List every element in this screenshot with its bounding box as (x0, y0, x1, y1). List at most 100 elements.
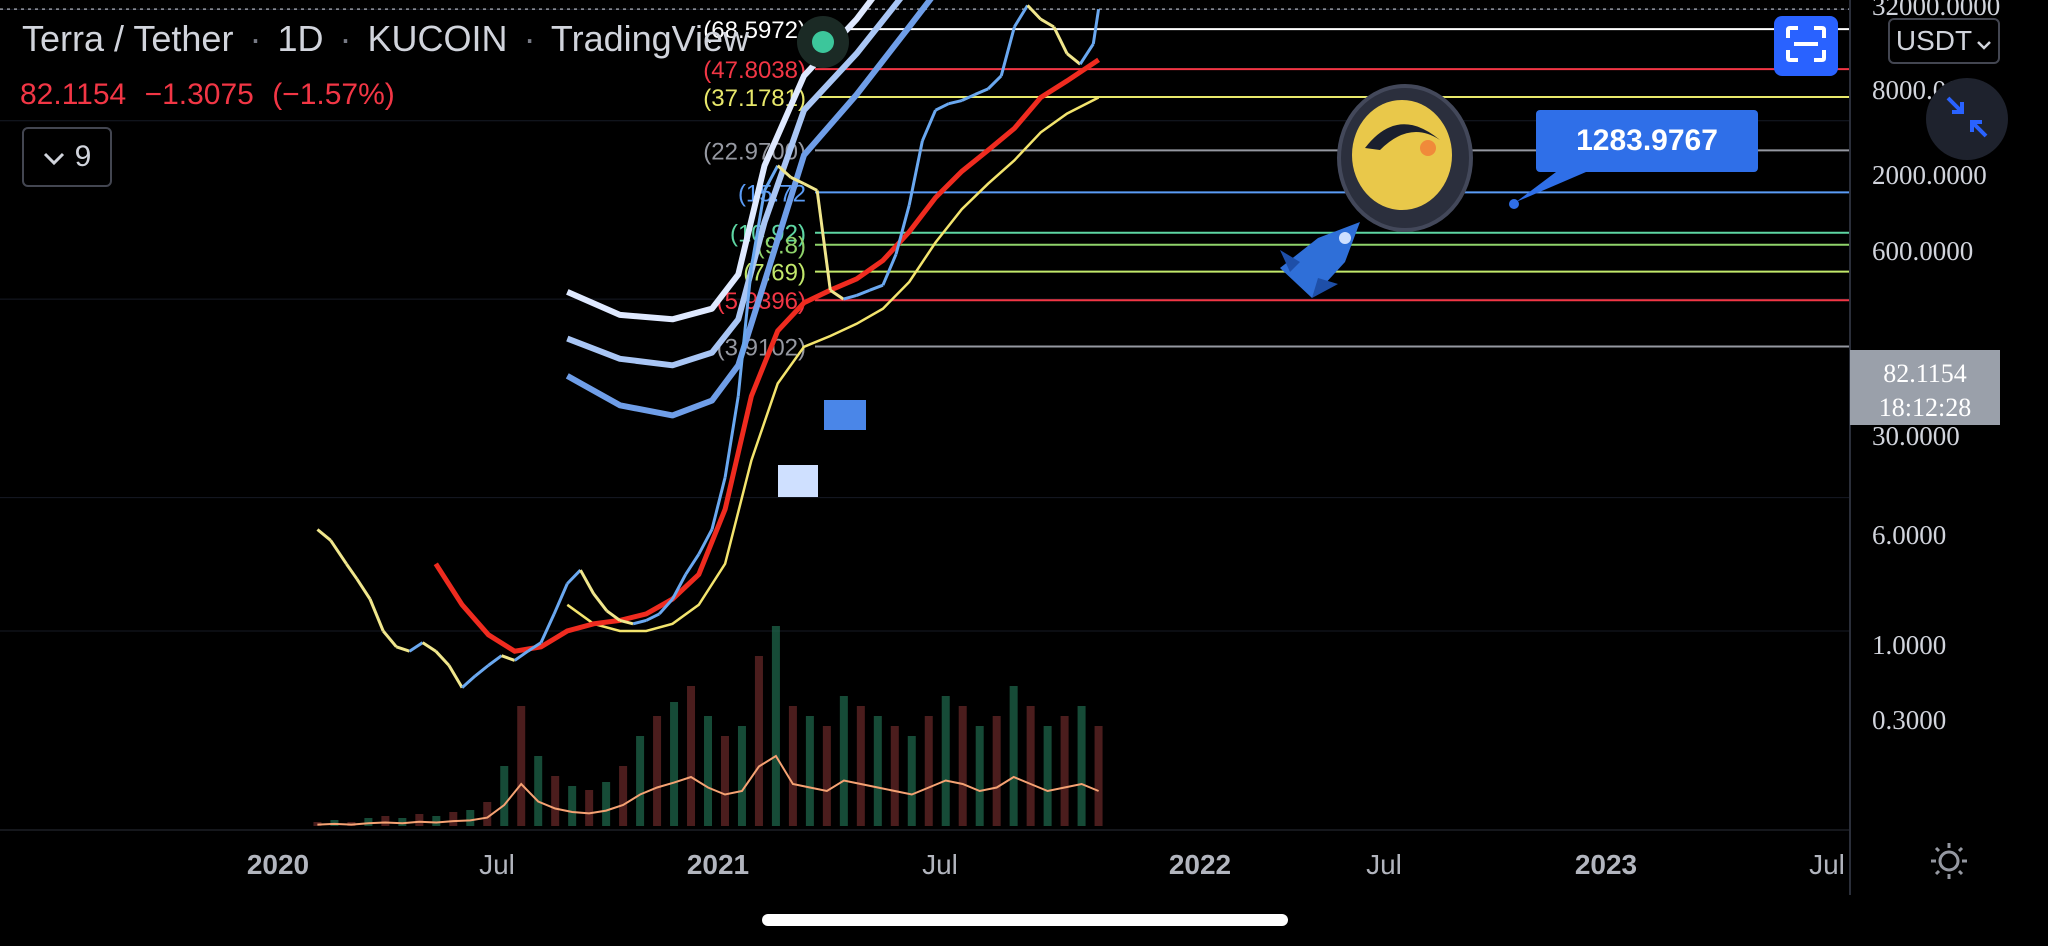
price-tick-label: 0.3000 (1872, 705, 1946, 735)
currency-value: USDT (1895, 25, 1973, 56)
time-tick-label: 2022 (1169, 849, 1231, 880)
home-indicator[interactable] (762, 914, 1288, 926)
price-segment (894, 204, 911, 255)
price-segment (776, 164, 792, 179)
indicators-toggle-button[interactable]: 9 (22, 127, 112, 187)
price-segment (605, 609, 621, 622)
volume-bar (771, 626, 780, 826)
volume-bar (1043, 726, 1052, 826)
volume-bar (653, 716, 662, 826)
symbol-title[interactable]: Terra / Tether · 1D · KUCOIN · TradingVi… (22, 18, 750, 59)
price-segment (632, 618, 647, 626)
volume-bar (687, 686, 696, 826)
price-segment (710, 477, 727, 530)
volume-bar (670, 702, 679, 826)
level-label: (68.5972) (703, 17, 806, 44)
indicators-count: 9 (74, 140, 92, 173)
volume-bar (619, 766, 628, 826)
price-segment (803, 182, 818, 192)
price-segment (527, 641, 542, 653)
volume-bar (737, 726, 746, 826)
volume-bar (805, 716, 814, 826)
rocket-icon (1280, 222, 1360, 298)
price-segment (539, 613, 556, 644)
price-series (316, 4, 1101, 689)
time-axis[interactable]: 2020 Jul 2021 Jul 2022 Jul 2023 Jul (0, 829, 1850, 880)
price-segment (1013, 4, 1029, 28)
price-segment (566, 569, 582, 585)
chevron-down-icon (1976, 25, 1992, 57)
price-segment (592, 592, 608, 612)
volume-bar (602, 782, 611, 826)
band-line (565, 0, 934, 419)
volume-bar (568, 786, 577, 826)
price-segment (974, 87, 989, 96)
price-axis[interactable]: 32000.00008000.00002000.0000600.000030.0… (1849, 0, 2000, 895)
fullscreen-icon (1786, 25, 1826, 67)
source-label: TradingView (550, 18, 750, 59)
price-segment (1066, 52, 1082, 66)
volume-bar (364, 818, 373, 826)
symbol-name: Terra / Tether (22, 18, 234, 59)
volume-bar (941, 696, 950, 826)
volume-bar (890, 726, 899, 826)
price-segment (501, 654, 516, 662)
price-segment (671, 573, 687, 600)
volume-bar (432, 816, 441, 826)
collapse-button[interactable] (1926, 78, 2008, 160)
upper-bands (565, 0, 934, 419)
volume-bar (924, 716, 933, 826)
price-change: −1.3075 (144, 78, 254, 111)
price-segment (736, 267, 753, 397)
volume-bar (585, 790, 594, 826)
price-segment (829, 288, 845, 301)
target-callout-label: 1283.9767 (1576, 124, 1718, 157)
price-segment (345, 562, 359, 580)
currency-select[interactable]: USDT (1888, 18, 2000, 64)
time-tick-label: 2020 (247, 849, 309, 880)
price-segment (552, 583, 569, 615)
price-segment (368, 598, 385, 632)
market-status-icon[interactable] (797, 16, 849, 68)
volume-bar (975, 726, 984, 826)
price-segment (461, 674, 477, 689)
volume-bar (534, 756, 543, 826)
volume-bar (398, 818, 407, 826)
price-segment (513, 649, 529, 662)
volume-bar (1026, 706, 1035, 826)
interval-label[interactable]: 1D (277, 18, 324, 59)
level-label: (3.9102) (717, 335, 806, 362)
price-segment (1091, 8, 1101, 45)
volume-bar (636, 736, 645, 826)
volume-ma-line (317, 754, 1099, 826)
price-segment (329, 539, 348, 565)
price-segment (934, 102, 950, 112)
target-callout[interactable]: 1283.9767 (1509, 110, 1758, 209)
volume-bar (466, 810, 475, 826)
price-segment (999, 26, 1016, 77)
marker-square[interactable] (824, 400, 866, 430)
volume-bar (551, 776, 560, 826)
price-tick-label: 2000.0000 (1872, 160, 1987, 190)
chart-settings-button[interactable] (1926, 840, 1972, 886)
exchange-label: KUCOIN (367, 18, 508, 59)
volume-bar (856, 706, 865, 826)
fullscreen-button[interactable] (1774, 16, 1838, 76)
chevron-down-icon (43, 140, 65, 174)
price-segment (1078, 43, 1095, 65)
volume-bar (992, 716, 1001, 826)
volume-bar (415, 814, 424, 826)
volume-bar (1060, 716, 1069, 826)
price-segment (961, 93, 976, 102)
ma-yellow-line (566, 96, 1100, 633)
price-summary: 82.1154 −1.3075 (−1.57%) (20, 78, 405, 112)
price-tick-label: 32000.0000 (1872, 0, 2000, 21)
marker-square[interactable] (778, 465, 818, 497)
price-change-pct: (−1.57%) (272, 78, 395, 111)
price-segment (579, 569, 595, 595)
price-segment (1026, 4, 1042, 21)
band-line (566, 0, 875, 323)
chart-drawings[interactable]: 1283.9767 (778, 84, 1758, 497)
current-price-label: 82.1154 (1883, 359, 1967, 388)
